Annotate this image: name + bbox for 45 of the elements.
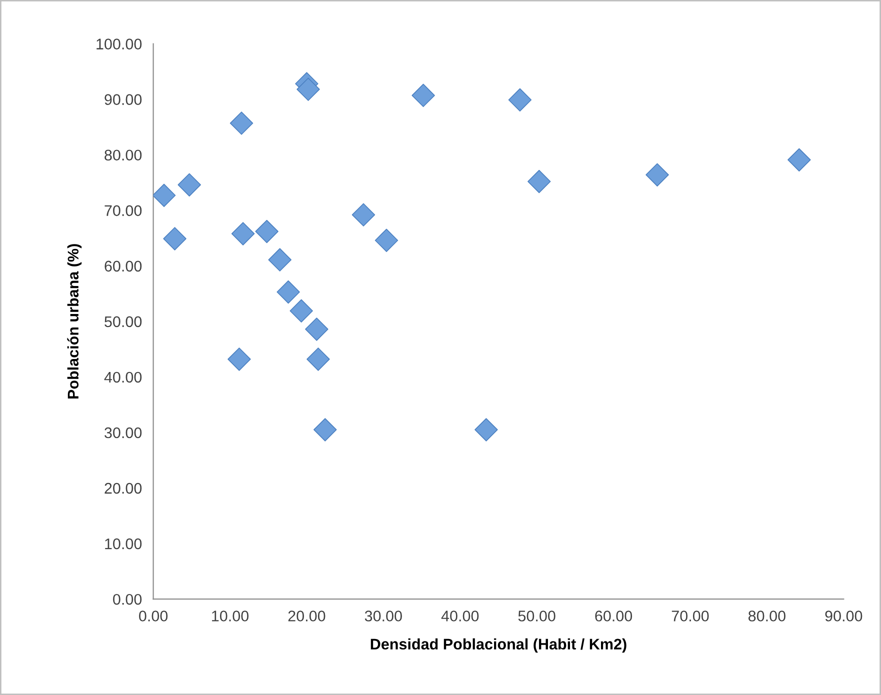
x-tick-label: 10.00 <box>212 610 249 622</box>
x-tick-label: 20.00 <box>288 610 326 622</box>
point <box>788 148 811 172</box>
point <box>230 112 254 135</box>
point <box>268 248 292 272</box>
point <box>305 318 328 341</box>
y-tick-label: 90.00 <box>104 94 142 105</box>
y-tick-label: 10.00 <box>105 538 142 550</box>
y-tick-label: 60.00 <box>104 260 142 272</box>
x-tick-label: 40.00 <box>441 610 479 622</box>
point <box>255 220 278 244</box>
point <box>352 203 376 226</box>
x-tick-label: 30.00 <box>364 610 402 622</box>
x-tick-label: 70.00 <box>672 610 709 622</box>
point <box>163 227 186 250</box>
point <box>314 418 337 442</box>
point <box>228 348 251 371</box>
x-tick-label: 0.00 <box>139 610 168 622</box>
y-tick-label: 30.00 <box>104 427 142 438</box>
point <box>412 84 435 108</box>
x-tick-label: 60.00 <box>595 610 632 622</box>
y-tick-label: 50.00 <box>104 316 142 328</box>
point <box>276 280 300 304</box>
point <box>296 78 320 101</box>
x-tick-label: 80.00 <box>748 610 786 622</box>
point <box>178 173 201 196</box>
y-tick-label: 0.00 <box>113 594 142 605</box>
point <box>290 299 313 323</box>
y-tick-label: 80.00 <box>104 150 142 161</box>
y-axis-title: Población urbana (%) <box>67 244 82 399</box>
point <box>374 228 398 252</box>
point <box>474 418 498 442</box>
x-tick-label: 90.00 <box>825 610 862 622</box>
point <box>508 88 532 112</box>
point <box>646 163 669 186</box>
point <box>528 170 551 194</box>
point <box>231 222 255 246</box>
y-tick-label: 40.00 <box>104 372 142 383</box>
x-axis-title: Densidad Poblacional (Habit / Km2) <box>370 638 626 653</box>
point <box>306 348 330 371</box>
y-tick-label: 20.00 <box>104 482 142 494</box>
y-tick-label: 70.00 <box>104 205 142 216</box>
y-tick-label: 100.00 <box>96 38 142 50</box>
point <box>153 184 176 207</box>
x-tick-label: 50.00 <box>518 610 556 622</box>
